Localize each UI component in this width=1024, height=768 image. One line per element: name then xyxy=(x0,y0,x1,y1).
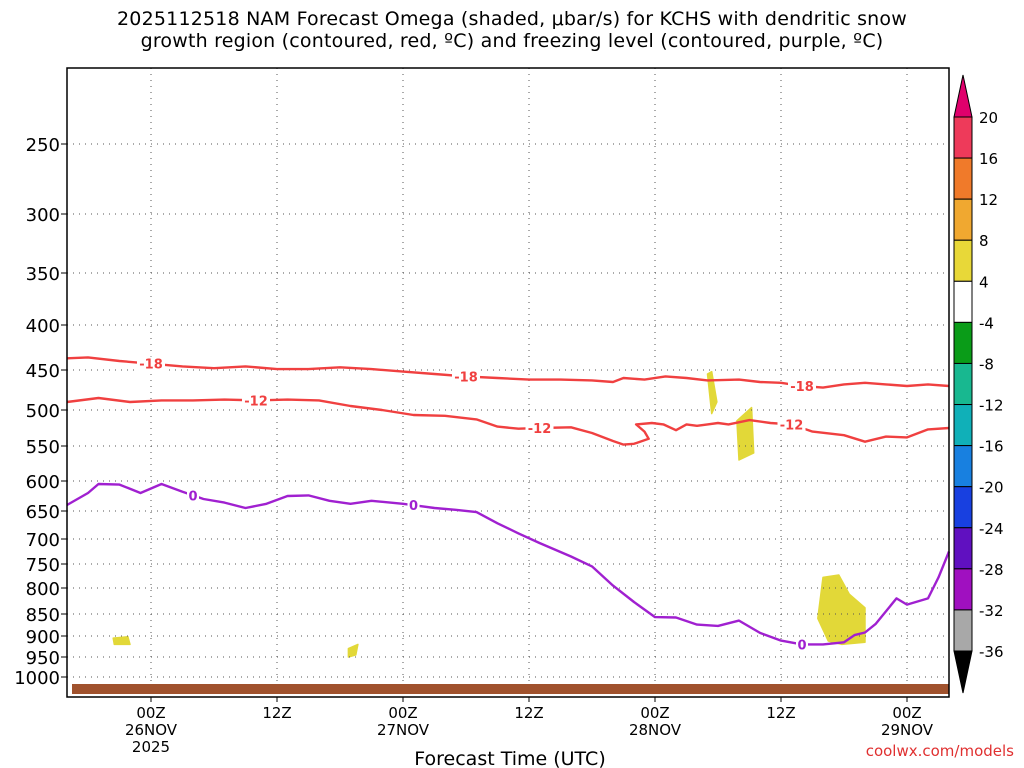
x-tick-label-2: 00Z xyxy=(388,704,417,722)
contour-label-bg xyxy=(777,417,806,432)
x-axis-label: Forecast Time (UTC) xyxy=(414,748,605,768)
contour-label--12C-2: -12 xyxy=(780,418,804,433)
contour-label-bg xyxy=(525,421,554,435)
contour-label--12C-1: -12 xyxy=(528,422,552,437)
colorbar-swatch-8 xyxy=(953,445,973,488)
colorbar-swatch-10 xyxy=(953,527,973,570)
contour-label--18C-0: -18 xyxy=(139,358,163,373)
colorbar-top-arrow xyxy=(953,74,973,118)
contour--12C xyxy=(66,396,950,446)
y-tick-label-500: 500 xyxy=(26,401,60,422)
contour-label-0C-0: 0 xyxy=(188,489,197,504)
y-tick-label-950: 950 xyxy=(26,648,60,669)
y-tick-label-550: 550 xyxy=(26,437,60,458)
contour-label-bg xyxy=(788,379,816,393)
x-date-label-6: 29NOV xyxy=(881,721,934,739)
credit-link[interactable]: coolwx.com/models xyxy=(865,742,1014,760)
x-year-label: 2025 xyxy=(132,738,170,756)
y-tick-label-750: 750 xyxy=(26,555,60,576)
x-tick-label-4: 00Z xyxy=(640,704,669,722)
colorbar: 20 16 12 8 4 -4 -8 -12 -16 -20 -24 -28 -32 -36 xyxy=(953,74,1004,694)
x-tick-label-1: 12Z xyxy=(262,704,291,722)
colorbar-swatch-3 xyxy=(953,239,973,282)
contour-label-bg xyxy=(242,393,270,408)
contour-layer: -18 -18 -18 -12 -12 -12 0 0 0 xyxy=(66,356,951,653)
contour-label-bg xyxy=(407,498,420,513)
x-tick-label-3: 12Z xyxy=(514,704,543,722)
colorbar-label-6: -8 xyxy=(979,355,994,373)
x-tick-label-5: 12Z xyxy=(766,704,795,722)
contour-label-bg xyxy=(796,637,808,652)
x-tick-label-6: 00Z xyxy=(892,704,921,722)
y-tick-label-250: 250 xyxy=(26,135,60,156)
omega-shading-layer xyxy=(112,370,866,658)
ground-terrain xyxy=(72,684,949,694)
colorbar-label-11: -28 xyxy=(979,561,1004,579)
x-date-label-2: 27NOV xyxy=(377,721,430,739)
colorbar-swatch-1 xyxy=(953,157,973,200)
colorbar-label-4: 4 xyxy=(979,273,989,291)
omega-patch-535 xyxy=(736,406,755,461)
colorbar-label-9: -20 xyxy=(979,479,1004,497)
axes-layer: 2503003504004505005506006507007508008509… xyxy=(14,67,950,756)
ground-layer xyxy=(72,684,949,694)
plot-frame xyxy=(66,67,950,698)
omega-patch-475 xyxy=(706,370,718,415)
colorbar-label-1: 16 xyxy=(979,150,998,168)
contour-label-bg xyxy=(187,488,199,503)
y-tick-label-650: 650 xyxy=(26,502,60,523)
colorbar-swatch-12 xyxy=(953,609,973,652)
colorbar-swatch-4 xyxy=(953,280,973,323)
y-tick-label-800: 800 xyxy=(26,579,60,600)
contour-label--12C-0: -12 xyxy=(244,394,268,409)
colorbar-label-12: -32 xyxy=(979,602,1004,620)
colorbar-swatch-5 xyxy=(953,321,973,364)
colorbar-swatch-2 xyxy=(953,198,973,241)
omega-patch-850 xyxy=(817,574,866,646)
chart-title: 2025112518 NAM Forecast Omega (shaded, μ… xyxy=(0,8,1024,52)
contour-0C xyxy=(66,482,951,646)
colorbar-swatch-9 xyxy=(953,486,973,529)
colorbar-label-0: 20 xyxy=(979,109,998,127)
omega-patch-930 xyxy=(347,643,359,658)
contour-label-bg xyxy=(452,369,480,384)
colorbar-swatch-0 xyxy=(953,116,973,159)
contour-label-bg xyxy=(137,356,165,371)
colorbar-swatch-6 xyxy=(953,362,973,406)
title-line-1: 2025112518 NAM Forecast Omega (shaded, μ… xyxy=(117,8,907,30)
x-date-label-4: 28NOV xyxy=(629,721,682,739)
colorbar-label-10: -24 xyxy=(979,520,1004,538)
x-tick-label-0: 00Z xyxy=(136,704,165,722)
omega-patch-955 xyxy=(112,636,131,646)
contour-label--18C-2: -18 xyxy=(790,380,814,395)
x-date-label-0: 26NOV xyxy=(125,721,178,739)
colorbar-label-3: 8 xyxy=(979,232,989,250)
colorbar-swatch-11 xyxy=(953,568,973,611)
contour-label-0C-2: 0 xyxy=(797,638,806,653)
grid-layer xyxy=(67,68,949,697)
contour-label-0C-1: 0 xyxy=(409,499,418,514)
y-tick-label-700: 700 xyxy=(26,530,60,551)
colorbar-label-7: -12 xyxy=(979,397,1004,415)
title-line-2: growth region (contoured, red, ºC) and f… xyxy=(140,30,884,52)
y-tick-label-400: 400 xyxy=(26,316,60,337)
y-tick-label-600: 600 xyxy=(26,472,60,493)
contour--18C xyxy=(66,356,950,389)
y-tick-label-450: 450 xyxy=(26,361,60,382)
colorbar-label-8: -16 xyxy=(979,438,1004,456)
colorbar-swatch-7 xyxy=(953,404,973,447)
y-tick-label-1000: 1000 xyxy=(14,668,60,689)
colorbar-label-2: 12 xyxy=(979,191,998,209)
y-tick-label-300: 300 xyxy=(26,205,60,226)
y-tick-label-850: 850 xyxy=(26,605,60,626)
colorbar-bottom-arrow xyxy=(953,650,973,694)
contour-label--18C-1: -18 xyxy=(454,370,478,385)
y-tick-label-350: 350 xyxy=(26,264,60,285)
colorbar-label-5: -4 xyxy=(979,314,994,332)
colorbar-label-13: -36 xyxy=(979,643,1004,661)
y-tick-label-900: 900 xyxy=(26,627,60,648)
